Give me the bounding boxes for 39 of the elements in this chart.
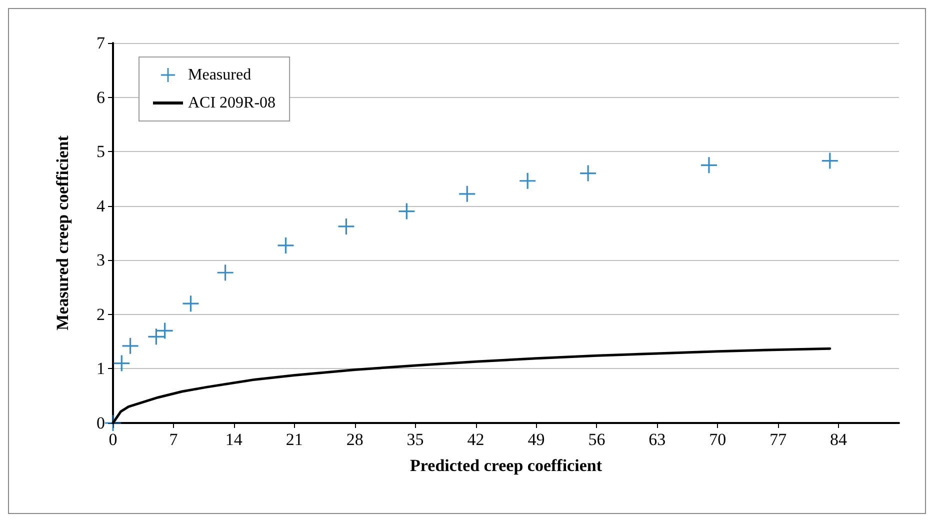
- point: [114, 355, 130, 372]
- point: [217, 264, 234, 281]
- point: [459, 186, 476, 202]
- point: [148, 328, 164, 345]
- point: [580, 165, 596, 182]
- x-tick-label: 7: [169, 430, 178, 449]
- y-tick-label: 7: [96, 34, 106, 52]
- y-tick-label: 2: [96, 304, 105, 324]
- point: [122, 338, 138, 354]
- y-tick-label: 5: [96, 142, 105, 162]
- y-tick-label: 3: [96, 250, 105, 270]
- x-tick-label: 84: [830, 430, 848, 449]
- point: [338, 218, 354, 234]
- x-tick-label: 42: [467, 430, 484, 449]
- x-tick-label: 49: [528, 430, 545, 449]
- x-tick-label: 56: [588, 430, 606, 449]
- x-tick-label: 0: [108, 430, 118, 449]
- x-tick-label: 35: [406, 430, 424, 449]
- y-tick-label: 4: [96, 196, 106, 216]
- legend-label: ACI 209R-08: [188, 94, 276, 112]
- point: [700, 157, 717, 174]
- point: [520, 172, 536, 189]
- x-axis-title: Predicted creep coefficient: [410, 456, 602, 475]
- y-axis-title: Measured creep coefficient: [53, 135, 72, 330]
- x-tick-label: 21: [286, 430, 303, 449]
- x-tick-label: 14: [225, 430, 243, 449]
- point: [398, 203, 415, 220]
- y-tick-label: 6: [96, 88, 105, 107]
- legend-label: Measured: [188, 66, 252, 84]
- point: [182, 296, 199, 312]
- point: [822, 152, 838, 169]
- y-tick-label: 1: [96, 359, 105, 378]
- x-tick-label: 63: [648, 430, 666, 449]
- x-tick-label: 28: [346, 430, 364, 449]
- point: [278, 237, 294, 254]
- point: [156, 322, 173, 339]
- y-tick-label: 0: [96, 414, 105, 432]
- x-tick-label: 70: [709, 430, 726, 449]
- x-tick-label: 77: [770, 430, 788, 449]
